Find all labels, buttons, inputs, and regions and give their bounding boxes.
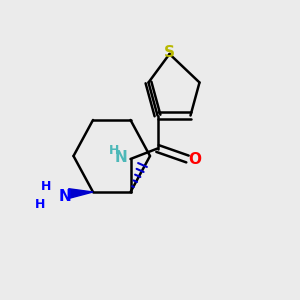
Text: O: O xyxy=(188,152,202,166)
Text: H: H xyxy=(109,143,119,157)
Text: N: N xyxy=(58,189,71,204)
Text: S: S xyxy=(164,45,175,60)
Text: H: H xyxy=(35,197,46,211)
Text: N: N xyxy=(115,150,128,165)
Polygon shape xyxy=(69,189,93,198)
Text: H: H xyxy=(41,179,52,193)
